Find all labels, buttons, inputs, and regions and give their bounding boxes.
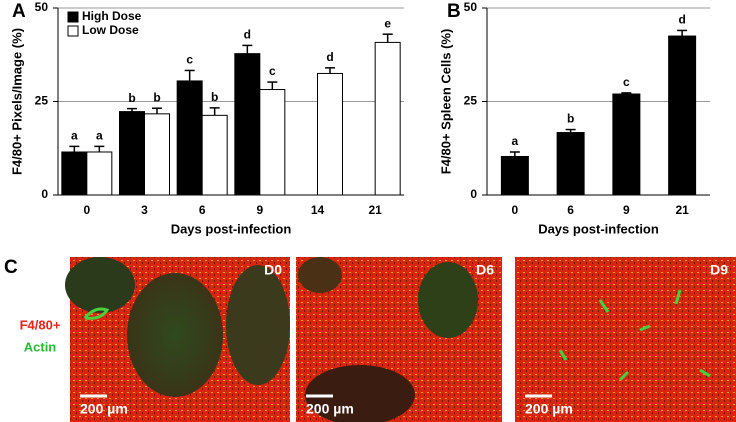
- bar: [201, 114, 228, 196]
- bar: [612, 93, 641, 196]
- legend-swatch: [67, 11, 79, 23]
- significance-letter: c: [269, 64, 276, 78]
- bar: [500, 155, 529, 196]
- bar: [86, 151, 113, 196]
- image-label: D6: [476, 262, 494, 278]
- x-tick-label: 6: [567, 203, 574, 217]
- x-tick-label: 14: [311, 203, 325, 217]
- bar: [176, 80, 203, 196]
- scale-label: 200 µm: [525, 401, 573, 417]
- stain-label: Actin: [24, 339, 57, 354]
- y-tick-label: 50: [35, 0, 49, 14]
- y-tick-label: 0: [470, 187, 477, 201]
- legend-label: Low Dose: [82, 23, 139, 37]
- panel-label: B: [447, 1, 461, 22]
- x-tick-label: 21: [675, 203, 689, 217]
- significance-letter: c: [623, 75, 630, 89]
- significance-letter: a: [71, 129, 78, 143]
- y-axis-title: F4/80+ Spleen Cells (%): [438, 29, 453, 175]
- y-tick-label: 25: [464, 94, 478, 108]
- x-tick-label: 21: [368, 203, 382, 217]
- panel-label: C: [4, 257, 18, 278]
- x-tick-label: 6: [199, 203, 206, 217]
- y-tick-label: 50: [464, 0, 478, 14]
- significance-letter: c: [186, 53, 193, 67]
- x-axis-title: Days post-infection: [538, 221, 659, 236]
- bar: [668, 35, 697, 196]
- bar: [61, 151, 88, 196]
- significance-letter: e: [384, 16, 391, 30]
- bar: [144, 113, 170, 196]
- scale-label: 200 µm: [306, 401, 354, 417]
- significance-letter: d: [326, 50, 333, 64]
- significance-letter: d: [678, 13, 685, 27]
- legend-label: High Dose: [82, 9, 142, 23]
- y-tick-label: 0: [41, 187, 48, 201]
- x-tick-label: 0: [83, 203, 90, 217]
- x-tick-label: 9: [623, 203, 630, 217]
- significance-letter: a: [512, 134, 519, 148]
- legend-swatch: [67, 25, 79, 37]
- bar: [234, 53, 261, 196]
- image-label: D9: [710, 262, 728, 278]
- y-axis-title: F4/80+ Pixels/Image (%): [9, 28, 24, 175]
- bar: [259, 89, 286, 196]
- bar: [374, 41, 401, 196]
- bar: [119, 111, 145, 196]
- scale-label: 200 µm: [80, 401, 128, 417]
- bar: [317, 72, 343, 196]
- x-axis-title: Days post-infection: [171, 221, 292, 236]
- x-tick-label: 9: [256, 203, 263, 217]
- significance-letter: b: [153, 90, 160, 104]
- y-tick-label: 25: [35, 94, 49, 108]
- significance-letter: b: [567, 112, 574, 126]
- bar: [556, 132, 585, 196]
- stain-label: F4/80+: [20, 317, 61, 332]
- x-tick-label: 3: [141, 203, 148, 217]
- significance-letter: b: [211, 90, 218, 104]
- significance-letter: a: [96, 129, 103, 143]
- x-tick-label: 0: [512, 203, 519, 217]
- significance-letter: b: [128, 91, 135, 105]
- significance-letter: d: [244, 28, 251, 42]
- panel-label: A: [12, 1, 26, 22]
- image-label: D0: [264, 262, 282, 278]
